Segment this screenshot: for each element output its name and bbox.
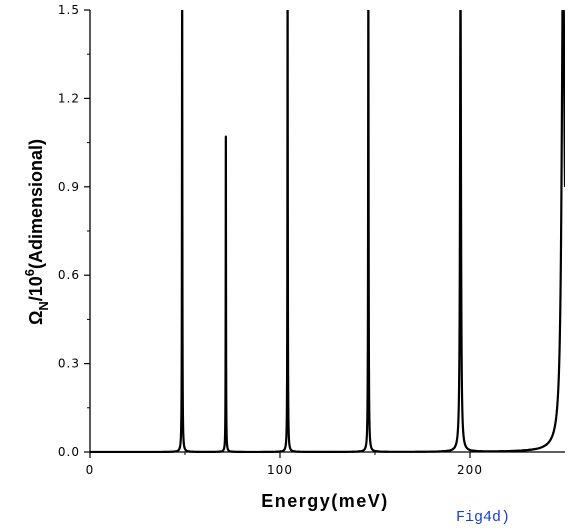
y-axis-ticks: 0.0 0.3 0.6 0.9 1.2 1.5	[58, 3, 90, 459]
x-tick-label: 200	[457, 463, 483, 477]
y-tick-label: 0.3	[58, 357, 80, 371]
y-tick-label: 1.5	[58, 3, 80, 17]
y-axis-title: ΩN/106(Adimensional)	[22, 139, 51, 325]
figure-caption: Fig4d)	[456, 509, 510, 526]
y-axis-title-rest: (Adimensional)	[26, 139, 46, 269]
y-axis-title-subscript: N	[36, 301, 51, 310]
y-tick-label: 1.2	[58, 91, 80, 105]
y-tick-label: 0.0	[58, 445, 80, 459]
y-axis-title-exponent: 6	[22, 269, 37, 276]
series	[90, 10, 565, 453]
y-tick-label: 0.6	[58, 268, 80, 282]
x-tick-label: 100	[267, 463, 293, 477]
y-axis-title-ten: /10	[26, 276, 46, 301]
x-axis-title: Energy(meV)	[261, 491, 389, 511]
series-line	[90, 10, 565, 453]
x-tick-label: 0	[86, 463, 95, 477]
y-tick-label: 0.9	[58, 180, 80, 194]
y-axis-title-omega: Ω	[26, 311, 46, 325]
x-axis-ticks: 0 100 200	[86, 452, 483, 477]
